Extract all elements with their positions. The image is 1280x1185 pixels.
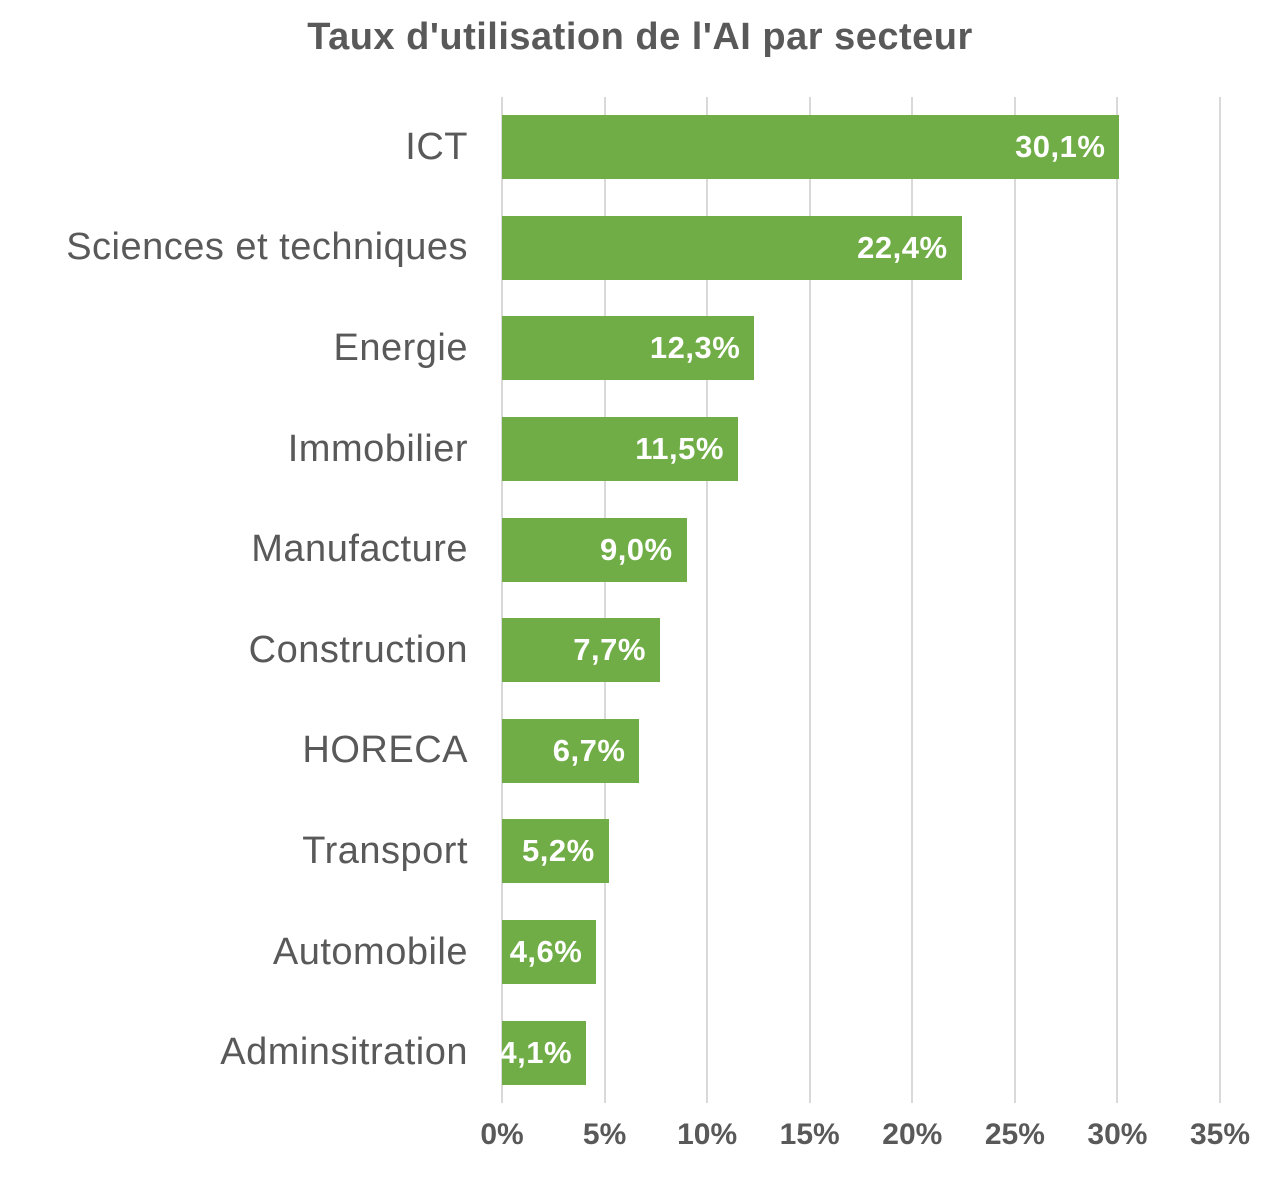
gridline xyxy=(501,97,503,1103)
bar-row: 5,2% xyxy=(502,801,1220,902)
bar-row: 22,4% xyxy=(502,198,1220,299)
plot-area: 30,1% 22,4% 12,3% 11,5% 9,0% 7,7% 6,7% 5,2% 4,6%… xyxy=(499,97,1221,1103)
gridline xyxy=(1013,97,1016,1103)
bar: 7,7% xyxy=(502,618,660,683)
bar-row: 6,7% xyxy=(502,701,1220,802)
category-label: Immobilier xyxy=(287,427,468,470)
category-axis: ICT Sciences et techniques Energie Immobili… xyxy=(0,97,468,1103)
bar-value-label: 12,3% xyxy=(649,330,741,366)
gridline xyxy=(808,97,811,1103)
bar-value-label: 4,6% xyxy=(509,934,583,970)
bar: 5,2% xyxy=(502,819,609,884)
x-tick-label: 10% xyxy=(677,1118,738,1151)
x-tick-label: 35% xyxy=(1189,1118,1251,1151)
bar: 12,3% xyxy=(502,316,755,381)
category-label: Energie xyxy=(333,326,468,369)
bar: 30,1% xyxy=(502,115,1120,180)
bar: 6,7% xyxy=(502,718,640,783)
bar-value-label: 4,1% xyxy=(499,1034,573,1070)
bar-row: 4,6% xyxy=(502,902,1220,1003)
bar-value-label: 9,0% xyxy=(599,531,673,567)
gridline xyxy=(1116,97,1119,1103)
bar-row: 12,3% xyxy=(502,298,1220,399)
category-label: HORECA xyxy=(302,729,468,772)
category-label: Manufacture xyxy=(251,528,468,571)
bar-row: 4,1% xyxy=(499,1002,1220,1103)
x-axis: 0% 5% 10% 15% 20% 25% 30% 35% xyxy=(480,1118,1250,1168)
gridline xyxy=(1219,97,1221,1103)
category-label: Transport xyxy=(302,829,468,872)
bar-value-label: 5,2% xyxy=(522,833,595,869)
x-tick-label: 5% xyxy=(582,1118,627,1151)
category-label: Adminsitration xyxy=(220,1031,468,1074)
bar: 4,6% xyxy=(502,920,597,985)
bar-row: 9,0% xyxy=(502,499,1220,600)
gridline xyxy=(603,97,606,1103)
x-tick-label: 0% xyxy=(480,1118,524,1151)
category-label: Sciences et techniques xyxy=(66,226,468,269)
bar: 11,5% xyxy=(502,417,738,482)
chart-title: Taux d'utilisation de l'AI par secteur xyxy=(307,16,973,58)
bar: 9,0% xyxy=(502,517,687,582)
x-tick-label: 25% xyxy=(984,1118,1045,1151)
bar-row: 30,1% xyxy=(502,97,1220,198)
bar-value-label: 7,7% xyxy=(573,632,646,668)
bar-rows: 30,1% 22,4% 12,3% 11,5% 9,0% 7,7% 6,7% 5,2% 4,6%… xyxy=(499,97,1220,1103)
bar-value-label: 22,4% xyxy=(857,229,948,265)
category-label: ICT xyxy=(405,125,468,168)
bar-row: 11,5% xyxy=(502,399,1220,500)
bar: 4,1% xyxy=(499,1020,587,1085)
bar: 22,4% xyxy=(502,215,962,280)
bar-row: 7,7% xyxy=(502,600,1220,701)
gridline xyxy=(706,97,709,1103)
bar-value-label: 11,5% xyxy=(635,431,724,467)
bar-value-label: 30,1% xyxy=(1015,129,1106,165)
x-tick-label: 20% xyxy=(882,1118,943,1151)
category-label: Construction xyxy=(248,628,468,671)
x-tick-label: 15% xyxy=(779,1118,840,1151)
bar-value-label: 6,7% xyxy=(552,732,626,768)
x-tick-label: 30% xyxy=(1087,1118,1148,1151)
category-label: Automobile xyxy=(272,930,468,973)
gridline xyxy=(911,97,914,1103)
